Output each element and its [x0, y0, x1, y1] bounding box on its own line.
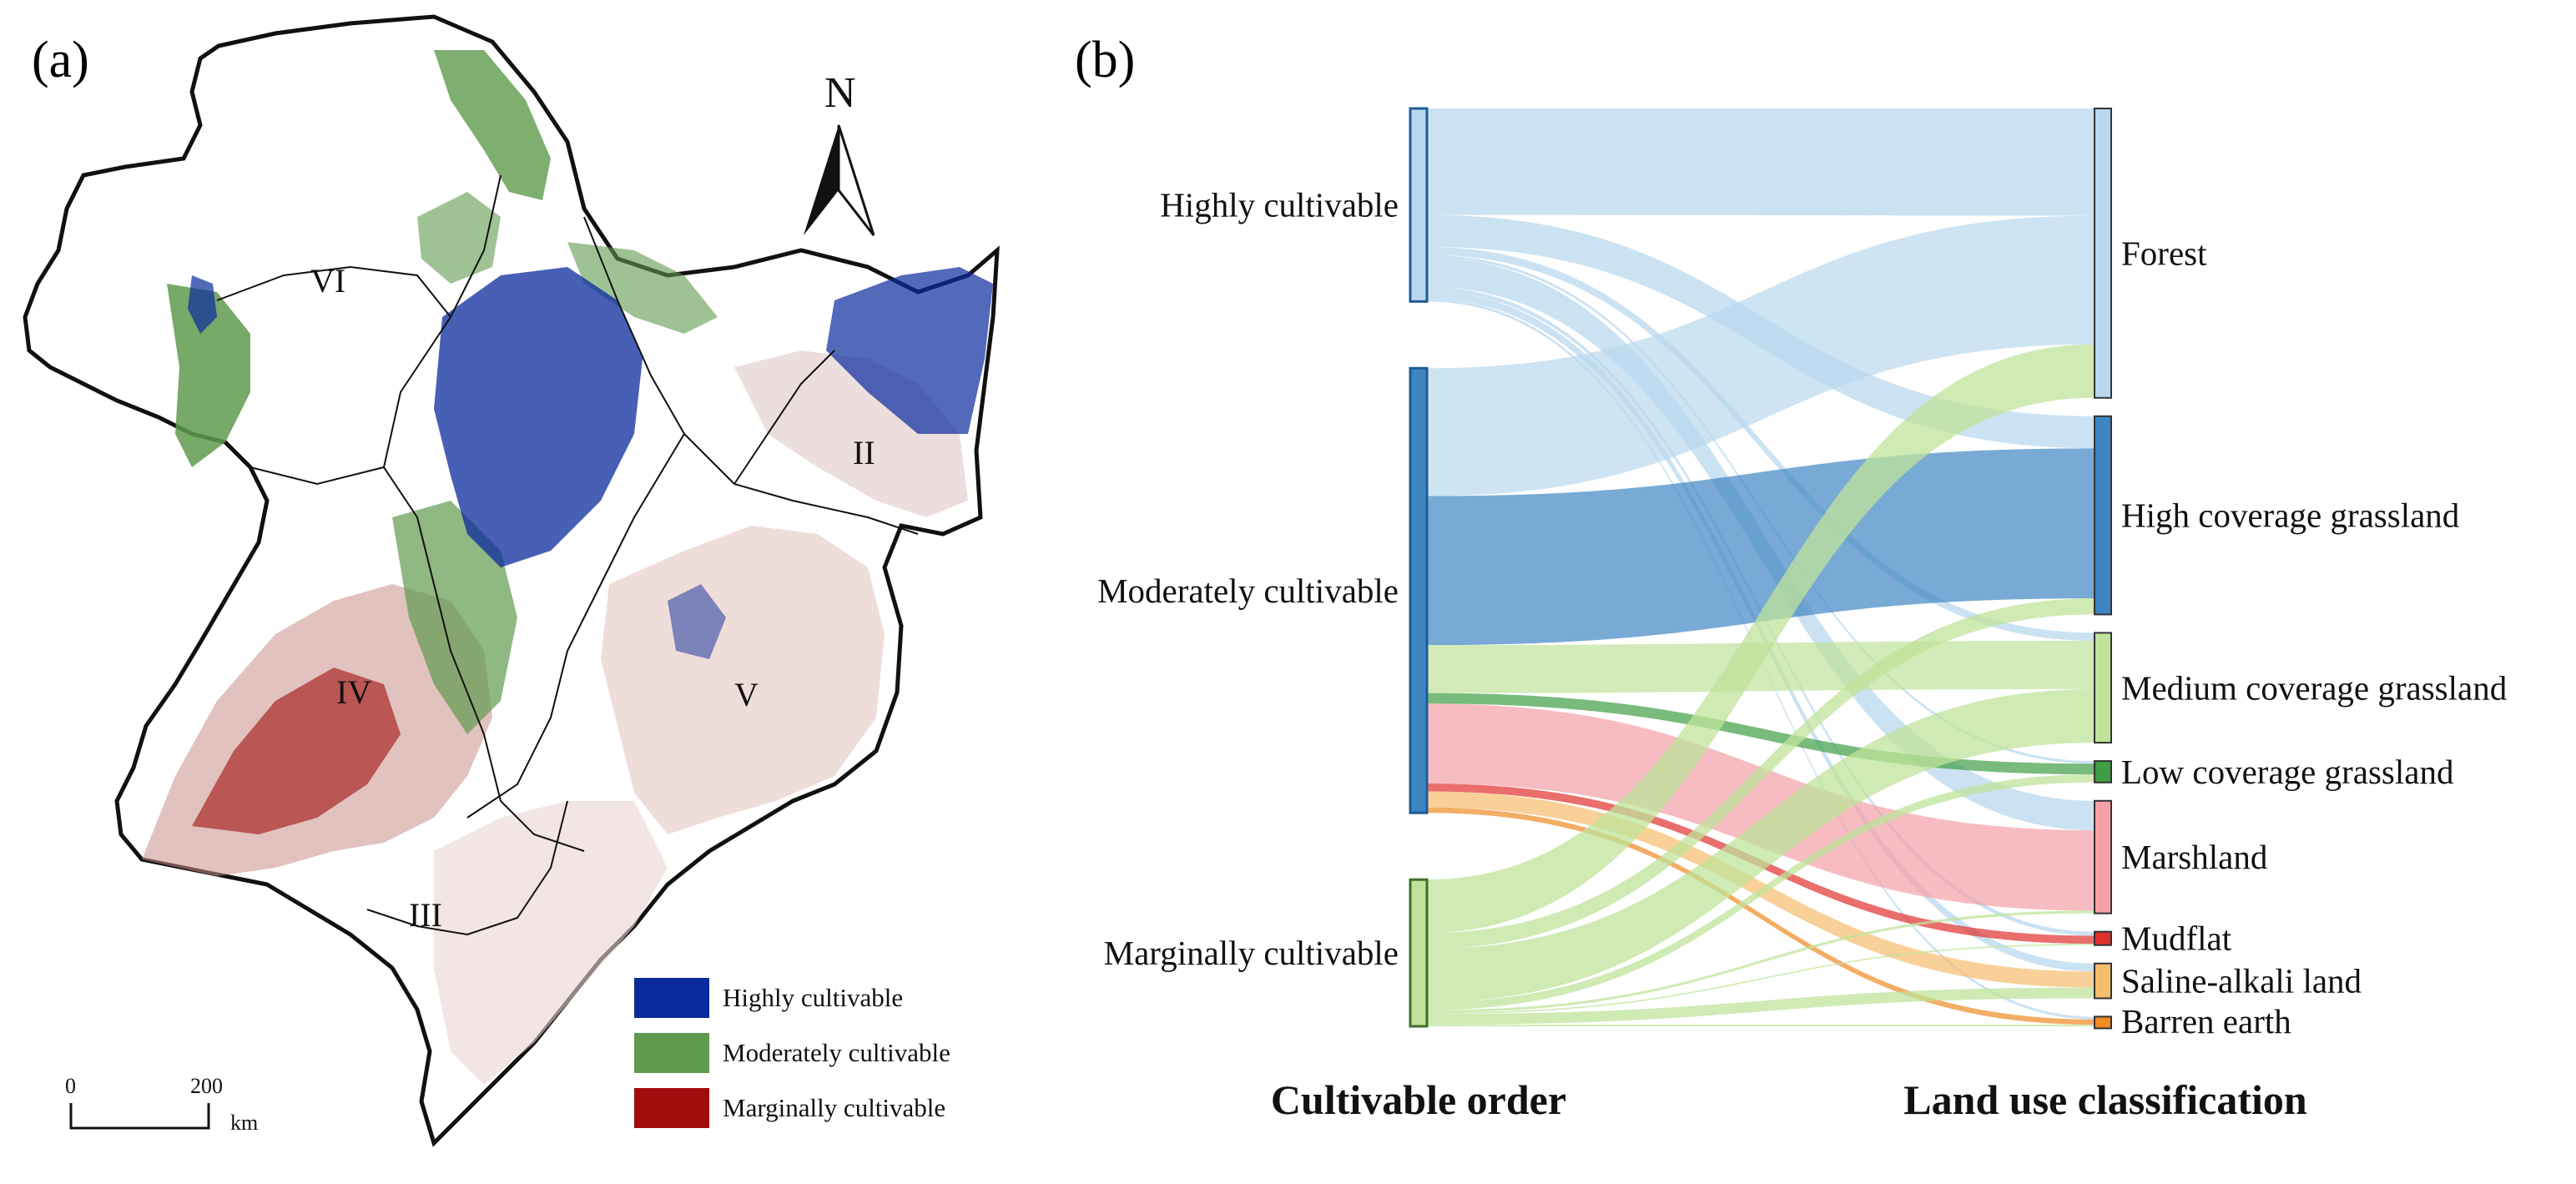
target-node-high-coverage-grassland [2094, 415, 2112, 616]
marginal-dense-red [192, 668, 401, 834]
right-axis-title: Land use classification [1903, 1076, 2307, 1123]
high-area-songnen [434, 267, 643, 567]
target-label-saline-alkali-land: Saline-alkali land [2121, 962, 2362, 1000]
sankey-link-moderately-cultivable-to-marshland [1427, 703, 2095, 911]
region-label-vi: VI [310, 262, 345, 300]
moderate-area-midnorth [417, 192, 501, 284]
moderate-area-west [167, 284, 250, 467]
sankey-link-marginally-cultivable-to-mudflat [1427, 944, 2095, 1015]
source-node-moderately-cultivable [1409, 366, 1429, 814]
sankey-link-moderately-cultivable-to-low-coverage-grassland [1427, 693, 2095, 775]
marginal-area-south [434, 801, 668, 1085]
target-node-barren-earth [2094, 1015, 2112, 1030]
sankey-panel: (b) Highly cultivable Moderately cultivab… [1075, 32, 2507, 1123]
sankey-link-marginally-cultivable-to-saline-alkali-land [1427, 987, 2095, 1025]
source-node-highly-cultivable [1409, 107, 1429, 303]
left-axis-title: Cultivable order [1271, 1076, 1566, 1123]
moderate-area-center [392, 501, 517, 734]
legend-label-marginally: Marginally cultivable [723, 1093, 945, 1122]
source-label-moderately-cultivable: Moderately cultivable [1097, 572, 1399, 610]
sankey-link-highly-cultivable-to-medium-coverage-grassland [1427, 246, 2095, 642]
sankey-nodes [1409, 107, 2112, 1030]
moderate-area-north [434, 50, 551, 200]
map-legend: Highly cultivable Moderately cultivable … [634, 978, 950, 1128]
target-label-low-coverage-grassland: Low coverage grassland [2121, 753, 2453, 791]
panel-a-label: (a) [32, 32, 89, 88]
moderate-area-ne [567, 242, 718, 334]
sankey-link-marginally-cultivable-to-forest [1427, 344, 2095, 934]
scale-zero: 0 [65, 1074, 76, 1098]
target-label-mudflat: Mudflat [2121, 919, 2232, 958]
sankey-link-highly-cultivable-to-forest [1427, 108, 2095, 216]
sankey-link-moderately-cultivable-to-forest [1427, 215, 2095, 496]
target-node-medium-coverage-grassland [2094, 632, 2112, 744]
target-node-low-coverage-grassland [2094, 760, 2112, 783]
sankey-link-marginally-cultivable-to-barren-earth [1427, 1025, 2095, 1026]
target-label-high-coverage-grassland: High coverage grassland [2121, 496, 2459, 535]
scale-max: 200 [190, 1074, 223, 1098]
sankey-link-marginally-cultivable-to-marshland [1427, 910, 2095, 1013]
target-label-medium-coverage-grassland: Medium coverage grassland [2121, 668, 2507, 707]
sankey-links [1427, 108, 2095, 1026]
sankey-link-marginally-cultivable-to-medium-coverage-grassland [1427, 688, 2095, 1002]
target-label-barren-earth: Barren earth [2121, 1002, 2291, 1040]
legend-swatch-moderately [634, 1033, 709, 1073]
sankey-link-moderately-cultivable-to-barren-earth [1427, 807, 2095, 1025]
legend-swatch-marginally [634, 1088, 709, 1128]
region-boundaries [216, 174, 919, 936]
source-node-marginally-cultivable [1409, 878, 1429, 1028]
region-label-v: V [734, 676, 759, 713]
legend-label-highly: Highly cultivable [723, 983, 903, 1012]
high-area-sanjiang [826, 267, 993, 434]
legend-label-moderately: Moderately cultivable [723, 1038, 950, 1067]
map-panel: (a) VI II I [23, 14, 1000, 1147]
scale-unit: km [230, 1111, 258, 1135]
region-label-ii: II [853, 434, 875, 471]
high-area-northwest-patch [188, 275, 217, 334]
region-label-iv: IV [336, 673, 371, 711]
target-label-forest: Forest [2121, 234, 2207, 272]
sankey-link-marginally-cultivable-to-high-coverage-grassland [1427, 598, 2095, 950]
sankey-labels: Highly cultivable Moderately cultivable Ma… [1097, 186, 2507, 1041]
target-node-mudflat [2094, 930, 2112, 946]
north-arrow-icon: N [804, 69, 875, 236]
sankey-link-moderately-cultivable-to-medium-coverage-grassland [1427, 641, 2095, 693]
target-node-saline-alkali-land [2094, 962, 2112, 1000]
panel-b-label: (b) [1075, 32, 1135, 88]
sankey-link-moderately-cultivable-to-high-coverage-grassland [1427, 448, 2095, 646]
target-label-marshland: Marshland [2121, 838, 2267, 876]
source-label-highly-cultivable: Highly cultivable [1160, 186, 1399, 224]
target-node-forest [2094, 108, 2112, 399]
scale-bar: 0 200 km [65, 1074, 258, 1135]
target-node-marshland [2094, 799, 2112, 914]
sankey-link-marginally-cultivable-to-low-coverage-grassland [1427, 774, 2095, 1010]
region-label-iii: III [409, 896, 442, 934]
north-label: N [824, 69, 856, 117]
legend-swatch-highly [634, 978, 709, 1018]
source-label-marginally-cultivable: Marginally cultivable [1104, 934, 1399, 972]
high-area-east-patch [668, 584, 726, 659]
